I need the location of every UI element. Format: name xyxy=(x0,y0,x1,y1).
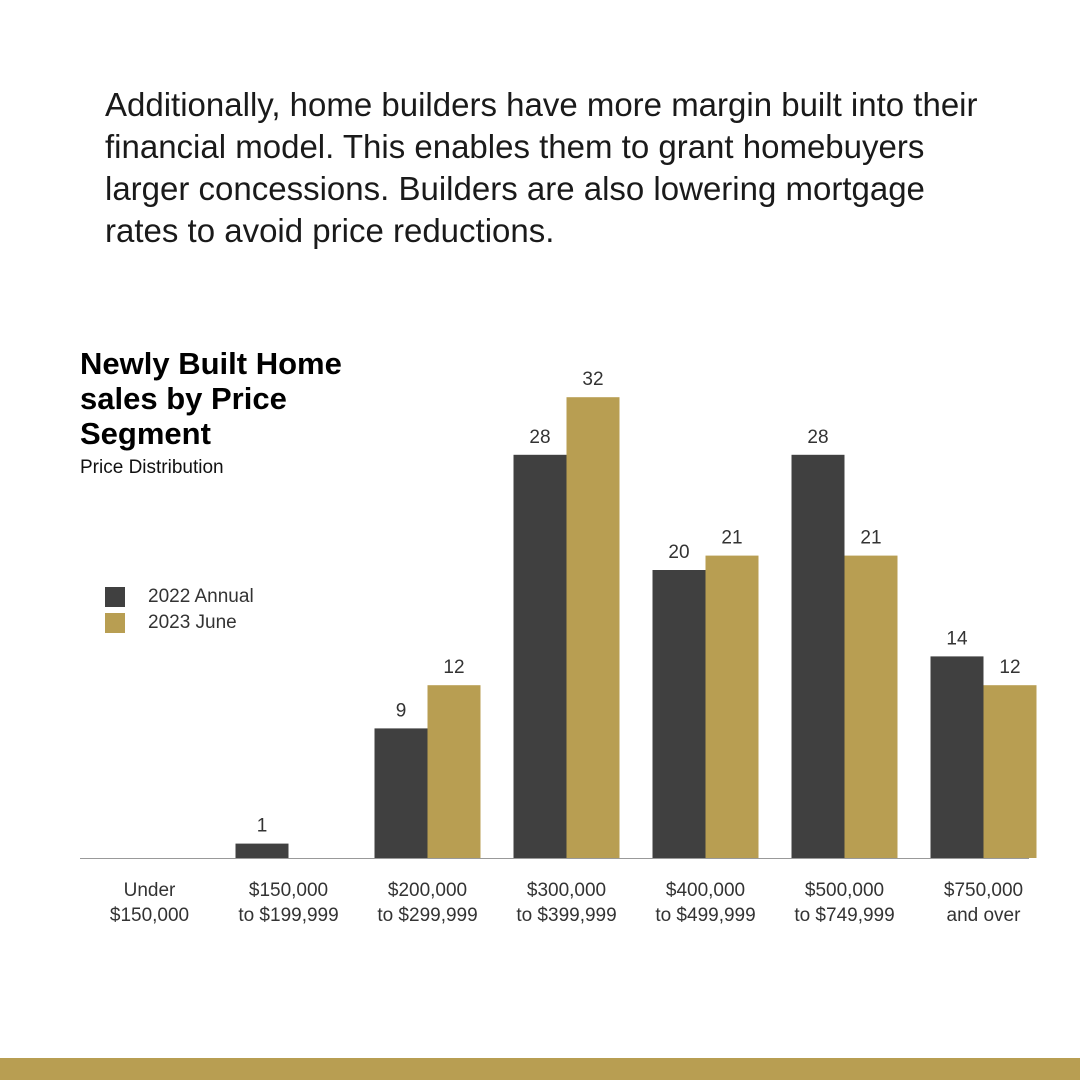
category-label-3: $300,000 to $399,999 xyxy=(516,880,616,926)
legend-item-2022: 2022 Annual xyxy=(105,584,254,610)
data-label-2023-4: 21 xyxy=(721,528,742,549)
data-label-2023-3: 32 xyxy=(582,369,603,390)
bar-2023-5 xyxy=(844,555,898,858)
data-label-2023-6: 12 xyxy=(999,657,1020,678)
data-label-2022-5: 28 xyxy=(807,427,828,448)
data-label-2023-5: 21 xyxy=(860,528,881,549)
category-label-2: $200,000 to $299,999 xyxy=(377,880,477,926)
intro-text: Additionally, home builders have more ma… xyxy=(105,86,978,249)
category-label-5: $500,000 to $749,999 xyxy=(794,880,894,926)
bar-2022-3 xyxy=(513,454,567,858)
data-label-2023-2: 12 xyxy=(443,657,464,678)
chart-title: Newly Built Home sales by Price Segment xyxy=(80,346,342,451)
data-label-2022-4: 20 xyxy=(668,542,689,563)
bar-2022-6 xyxy=(930,656,984,858)
data-label-2022-2: 9 xyxy=(396,700,407,721)
legend-swatch-2023 xyxy=(105,613,125,633)
data-label-2022-1: 1 xyxy=(257,816,268,837)
category-label-0: Under $150,000 xyxy=(110,880,189,926)
legend-label-2022: 2022 Annual xyxy=(148,586,254,607)
data-label-2022-6: 14 xyxy=(946,628,968,649)
bar-2022-2 xyxy=(374,728,428,858)
legend-swatch-2022 xyxy=(105,587,125,607)
legend-label-2023: 2023 June xyxy=(148,612,237,633)
chart-subtitle: Price Distribution xyxy=(80,457,224,478)
footer-bar xyxy=(0,1058,1080,1080)
category-label-1: $150,000 to $199,999 xyxy=(238,880,338,926)
bar-2023-6 xyxy=(983,685,1037,858)
chart-legend: 2022 Annual 2023 June xyxy=(105,584,254,636)
category-label-6: $750,000 and over xyxy=(944,880,1023,926)
legend-item-2023: 2023 June xyxy=(105,610,254,636)
bar-2022-5 xyxy=(791,454,845,858)
category-label-4: $400,000 to $499,999 xyxy=(655,880,755,926)
bar-2023-4 xyxy=(705,555,759,858)
bar-2023-3 xyxy=(566,397,620,858)
bar-2023-2 xyxy=(427,685,481,858)
bar-2022-4 xyxy=(652,570,706,858)
data-label-2022-3: 28 xyxy=(529,427,550,448)
bar-2022-1 xyxy=(235,843,289,858)
